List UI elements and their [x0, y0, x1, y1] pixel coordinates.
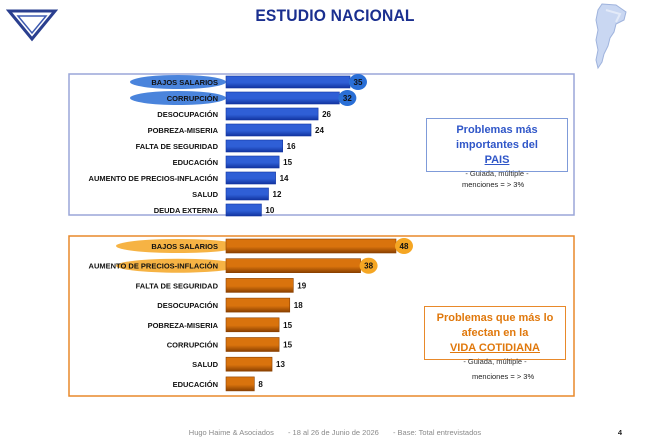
- legend-box-pais: Problemas más importantes del PAIS - Gui…: [426, 118, 568, 178]
- vida-corrupcion-value: 15: [283, 341, 292, 350]
- vida-desocupacion-bar: [225, 297, 291, 313]
- legend-title-underlined-pais: PAIS: [484, 154, 510, 166]
- vida-aumento-de-precios-inflacion-label-highlight: [116, 258, 240, 273]
- pais-salud-label: SALUD: [192, 190, 218, 199]
- pais-educacion-value: 15: [283, 158, 292, 167]
- vida-salud-value: 13: [276, 360, 285, 369]
- footer-dates: - 18 al 26 de Junio de 2026: [287, 428, 379, 437]
- vida-aumento-de-precios-inflacion-value: 38: [364, 262, 373, 271]
- logo-triangle-icon: [6, 9, 58, 42]
- pais-desocupacion-bar: [225, 107, 319, 121]
- footer-author: Hugo Haime & Asociados: [188, 428, 274, 437]
- vida-educacion-label: EDUCACIÓN: [173, 380, 218, 389]
- pais-deuda-externa-label: DEUDA EXTERNA: [154, 206, 219, 215]
- pais-corrupcion-bar: [225, 91, 340, 105]
- legend-box-vida: Problemas que más lo afectan en la VIDA …: [424, 306, 566, 366]
- vida-bajos-salarios-value-highlight: [395, 238, 413, 254]
- vida-falta-de-seguridad-value: 19: [297, 281, 306, 290]
- vida-bajos-salarios-value: 48: [400, 242, 409, 251]
- vida-bajos-salarios-label: BAJOS SALARIOS: [151, 242, 218, 251]
- pais-aumento-de-precios-inflacion-label: AUMENTO DE PRECIOS-INFLACIÓN: [89, 174, 218, 183]
- page-number: 4: [617, 428, 622, 437]
- pais-pobreza-miseria-bar: [225, 123, 312, 137]
- vida-pobreza-miseria-value: 15: [283, 321, 292, 330]
- vida-pobreza-miseria-label: POBREZA-MISERIA: [148, 321, 219, 330]
- vida-educacion-value: 8: [258, 380, 263, 389]
- footer: Hugo Haime & Asociados - 18 al 26 de Jun…: [0, 428, 670, 437]
- vida-aumento-de-precios-inflacion-value-highlight: [359, 257, 378, 274]
- pais-falta-de-seguridad-value: 16: [287, 142, 296, 151]
- pais-pobreza-miseria-label: POBREZA-MISERIA: [148, 126, 219, 135]
- pais-bajos-salarios-value-highlight: [349, 74, 367, 90]
- pais-pobreza-miseria-value: 24: [315, 126, 324, 135]
- legend-title-pais: Problemas más importantes del: [456, 124, 538, 151]
- vida-aumento-de-precios-inflacion-label: AUMENTO DE PRECIOS-INFLACIÓN: [89, 262, 218, 271]
- vida-falta-de-seguridad-bar: [225, 278, 294, 293]
- page-title: ESTUDIO NACIONAL: [255, 6, 415, 25]
- pais-educacion-label: EDUCACIÓN: [173, 158, 218, 167]
- pais-deuda-externa-value: 10: [265, 206, 274, 215]
- pais-corrupcion-value-highlight: [338, 90, 357, 106]
- pais-deuda-externa-bar: [225, 203, 262, 217]
- vida-falta-de-seguridad-label: FALTA DE SEGURIDAD: [136, 281, 219, 290]
- pais-bajos-salarios-value: 35: [354, 78, 363, 87]
- pais-bajos-salarios-label-highlight: [130, 75, 226, 89]
- vida-bajos-salarios-label-highlight: [116, 239, 240, 253]
- pais-falta-de-seguridad-bar: [225, 139, 283, 153]
- pais-salud-bar: [225, 187, 269, 201]
- pais-corrupcion-value: 32: [343, 94, 352, 103]
- vida-aumento-de-precios-inflacion-bar: [225, 258, 361, 274]
- vida-corrupcion-label: CORRUPCIÓN: [167, 341, 218, 350]
- legend-title-underlined-vida: VIDA COTIDIANA: [449, 342, 541, 354]
- pais-desocupacion-value: 26: [322, 110, 331, 119]
- pais-corrupcion-label-highlight: [130, 91, 226, 105]
- pais-educacion-bar: [225, 155, 280, 169]
- pais-falta-de-seguridad-label: FALTA DE SEGURIDAD: [136, 142, 219, 151]
- vida-salud-label: SALUD: [192, 360, 218, 369]
- pais-corrupcion-label: CORRUPCIÓN: [167, 94, 218, 103]
- vida-corrupcion-bar: [225, 337, 280, 352]
- pais-bajos-salarios-label: BAJOS SALARIOS: [151, 78, 218, 87]
- vida-pobreza-miseria-bar: [225, 317, 280, 333]
- footer-base: - Base: Total entrevistados: [392, 428, 482, 437]
- vida-salud-bar: [225, 356, 273, 372]
- pais-aumento-de-precios-inflacion-bar: [225, 171, 276, 185]
- argentina-map-icon: [595, 3, 627, 70]
- vida-desocupacion-value: 18: [294, 301, 303, 310]
- vida-bajos-salarios-bar: [225, 238, 397, 254]
- legend-subtitle-pais: - Guiada, múltiple -: [465, 169, 529, 178]
- pais-desocupacion-label: DESOCUPACIÓN: [157, 110, 218, 119]
- vida-educacion-bar: [225, 376, 255, 392]
- note-pais: menciones = > 3%: [462, 180, 525, 189]
- pais-bajos-salarios-bar: [225, 75, 351, 89]
- vida-desocupacion-label: DESOCUPACIÓN: [157, 301, 218, 310]
- pais-aumento-de-precios-inflacion-value: 14: [280, 174, 289, 183]
- legend-title-vida: Problemas que más lo afectan en la: [436, 312, 554, 339]
- note-vida: menciones = > 3%: [472, 372, 535, 381]
- legend-subtitle-vida: - Guiada, múltiple -: [463, 357, 527, 366]
- pais-salud-value: 12: [273, 190, 282, 199]
